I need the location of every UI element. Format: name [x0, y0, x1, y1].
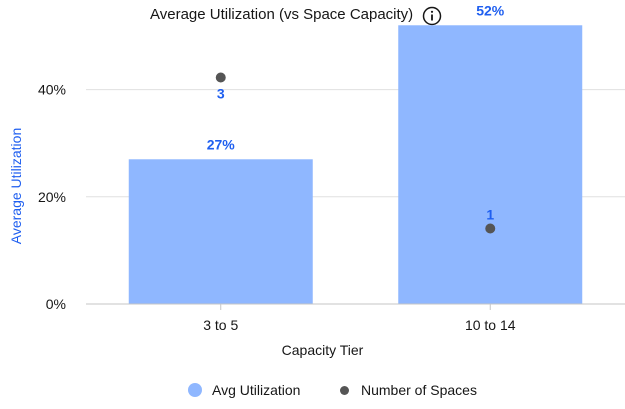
chart-plot: 0% 20% 40% 27% 3 52% 1 3 to 5 10 to 14 Average… — [8, 2, 625, 358]
bars — [128, 25, 583, 305]
y-axis-ticks: 0% 20% 40% — [38, 82, 66, 312]
info-icon[interactable] — [422, 6, 442, 26]
x-tick-label: 3 to 5 — [203, 317, 238, 333]
chart-title: Average Utilization (vs Space Capacity) — [150, 6, 414, 23]
legend-label: Number of Spaces — [361, 382, 477, 398]
x-tick-label: 10 to 14 — [465, 317, 516, 333]
legend-label: Avg Utilization — [212, 382, 301, 398]
scatter-point[interactable] — [485, 223, 496, 234]
legend-swatch-dot — [340, 385, 349, 395]
scatter-data-label: 1 — [486, 207, 494, 223]
chart-header: Average Utilization (vs Space Capacity) — [0, 4, 625, 28]
scatter-data-label: 3 — [217, 86, 225, 102]
y-tick-label: 0% — [46, 296, 66, 312]
legend: Avg Utilization Number of Spaces — [0, 380, 625, 400]
bar[interactable] — [398, 25, 583, 305]
legend-item-number-of-spaces[interactable]: Number of Spaces — [340, 380, 477, 400]
scatter-point[interactable] — [215, 72, 226, 83]
scatter-points — [215, 72, 496, 234]
y-axis-label: Average Utilization — [8, 128, 24, 244]
y-tick-label: 20% — [38, 189, 66, 205]
bar-data-label: 27% — [207, 136, 236, 152]
data-labels: 27% 3 52% 1 — [207, 2, 505, 222]
legend-item-avg-utilization[interactable]: Avg Utilization — [188, 380, 300, 400]
x-axis-label: Capacity Tier — [282, 342, 364, 358]
y-tick-label: 40% — [38, 82, 66, 98]
bar[interactable] — [128, 159, 313, 304]
bar-data-label: 52% — [476, 2, 505, 18]
x-axis-ticks: 3 to 5 10 to 14 — [203, 304, 516, 333]
legend-swatch-bar — [188, 383, 202, 397]
